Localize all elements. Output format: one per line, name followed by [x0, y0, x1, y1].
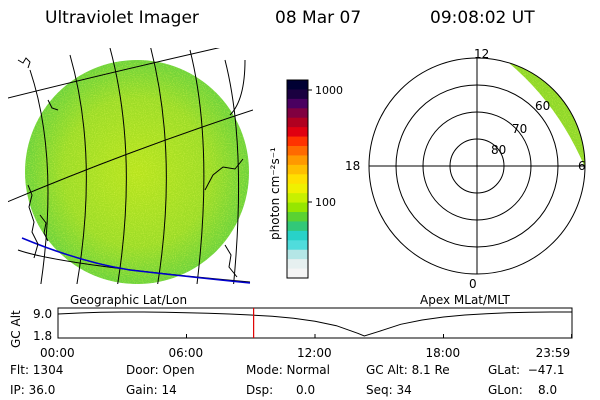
terminator-line [21, 237, 251, 284]
timeline-xtick-label: 00:00 [40, 346, 75, 360]
uv-disk-texture [25, 60, 249, 284]
left-panel-label: Geographic Lat/Lon [70, 293, 187, 307]
colorbar-frame [286, 79, 309, 279]
door-status: Door: Open [126, 363, 195, 377]
colorbar-segment [287, 212, 308, 223]
colorbar-segment [287, 183, 308, 194]
colorbar-segment [287, 80, 308, 91]
colorbar-tick-label-100: 100 [315, 196, 336, 209]
sequence-number: Seq: 34 [366, 383, 412, 397]
colorbar [287, 80, 308, 279]
colorbar-segment [287, 174, 308, 185]
polar-plot: 12 18 6 0 80 70 60 [345, 47, 586, 291]
timeline-xtick-label: 12:00 [297, 346, 332, 360]
colorbar-segment [287, 193, 308, 204]
dsp-value: Dsp: 0.0 [246, 383, 316, 397]
colorbar-segment [287, 221, 308, 232]
timeline-xtick-label: 06:00 [169, 346, 204, 360]
timeline-frame [57, 307, 573, 339]
mlt-label-18: 18 [345, 159, 360, 173]
time: 09:08:02 UT [430, 8, 535, 28]
mlt-label-6: 6 [578, 159, 586, 173]
right-panel-label: Apex MLat/MLT [420, 293, 510, 307]
geographic-longitude: GLon: 8.0 [488, 383, 558, 397]
colorbar-segment [287, 240, 308, 251]
title: Ultraviolet Imager [45, 8, 199, 28]
geographic-latitude: GLat: −47.1 [488, 363, 565, 377]
altitude-timeline: 00:00 06:00 12:00 18:00 23:59 GC Alt 9.0 1.8 [9, 307, 573, 360]
colorbar-segment [287, 117, 308, 128]
colorbar-segment [287, 127, 308, 138]
timeline-xtick-label: 23:59 [536, 346, 571, 360]
altitude-line [57, 311, 572, 337]
colorbar-segment [287, 155, 308, 166]
colorbar-segment [287, 89, 308, 100]
flight-number: Flt: 1304 [10, 363, 64, 377]
mlt-label-0: 0 [469, 277, 477, 291]
coastlines [17, 57, 244, 278]
mode-value: Mode: Normal [246, 363, 330, 377]
colorbar-label: photon cm⁻²s⁻¹ [268, 147, 282, 240]
timeline-ytick-bottom: 1.8 [33, 329, 52, 343]
colorbar-segment [287, 268, 308, 279]
mlat-label-60: 60 [535, 99, 550, 113]
colorbar-segment [287, 164, 308, 175]
mlat-label-80: 80 [491, 143, 506, 157]
colorbar-segment [287, 249, 308, 260]
gain-value: Gain: 14 [126, 383, 177, 397]
ip-value: IP: 36.0 [10, 383, 56, 397]
gc-altitude: GC Alt: 8.1 Re [366, 363, 450, 377]
geo-grid [8, 48, 253, 284]
timeline-ylabel: GC Alt [9, 310, 23, 348]
colorbar-segment [287, 98, 308, 109]
colorbar-segment [287, 136, 308, 147]
colorbar-segment [287, 259, 308, 270]
colorbar-tick-label-1000: 1000 [315, 84, 343, 97]
colorbar-segment [287, 108, 308, 119]
geographic-image [8, 48, 253, 284]
mlat-label-70: 70 [512, 122, 527, 136]
colorbar-segment [287, 146, 308, 157]
date: 08 Mar 07 [275, 8, 362, 28]
colorbar-segment [287, 202, 308, 213]
timeline-xtick-label: 18:00 [426, 346, 461, 360]
mlt-label-12: 12 [474, 47, 489, 61]
colorbar-segment [287, 230, 308, 241]
timeline-ytick-top: 9.0 [33, 307, 52, 321]
